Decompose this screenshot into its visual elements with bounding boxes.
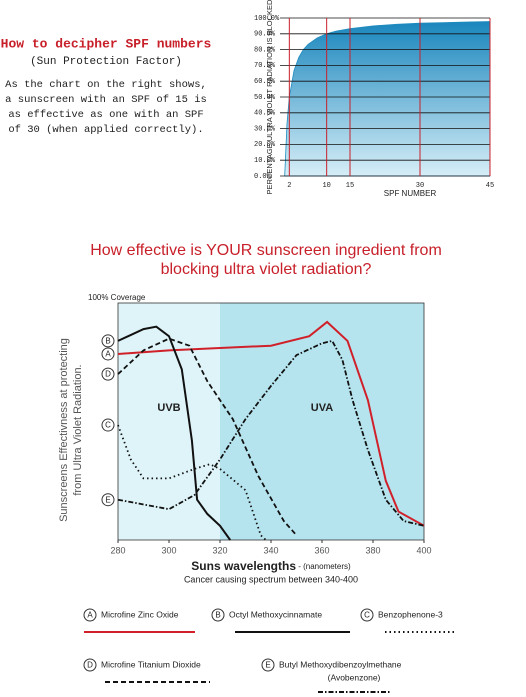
legend-marker (83, 658, 97, 672)
series-marker (101, 493, 115, 507)
legend-key: D (87, 661, 93, 670)
intro-line: a sunscreen with an SPF of 15 is (5, 94, 207, 106)
legend-label: Benzophenone-3 (378, 609, 443, 619)
x-tick-label: 280 (110, 545, 125, 555)
intro-line: of 30 (when applied correctly). (8, 124, 203, 136)
y-tick-label: 10.0% (254, 157, 276, 165)
intro-line: As the chart on the right shows, (5, 79, 207, 91)
y-tick-label: 60.0% (254, 78, 276, 86)
series-marker (101, 418, 115, 432)
legend-label: Butyl Methoxydibenzoylmethane (279, 659, 402, 669)
y-tick-label: 70.0% (254, 62, 276, 70)
series-line (117, 339, 425, 527)
y-tick-label: 20.0% (254, 141, 276, 149)
x-tick-label: 400 (416, 545, 431, 555)
x-axis-unit: - (nanometers) (296, 562, 351, 571)
series-line (117, 337, 298, 536)
annotation: 100% Coverage (88, 293, 146, 302)
x-tick-label: 360 (314, 545, 329, 555)
x-axis-title: Suns wavelengths (191, 559, 296, 573)
region (220, 303, 424, 540)
legend-marker (211, 608, 225, 622)
legend-marker (360, 608, 374, 622)
series-key: C (105, 421, 111, 430)
series-key: D (105, 370, 111, 379)
legend-marker (261, 658, 275, 672)
legend-marker (83, 608, 97, 622)
x-tick-label: 300 (161, 545, 176, 555)
legend-key: E (265, 661, 270, 670)
y-axis-label: Sunscreens Effectivness at protecting (58, 338, 70, 522)
intro-heading: How to decipher SPF numbers (1, 36, 212, 51)
series-marker (101, 347, 115, 361)
x-tick-label: 10 (322, 182, 330, 190)
region-label: UVA (311, 402, 333, 414)
x-tick-label: 320 (212, 545, 227, 555)
legend-key: C (364, 611, 370, 620)
y-axis-label: from Ultra Violet Radiation. (72, 364, 84, 495)
x-tick-label: 45 (486, 182, 494, 190)
x-axis-label: SPF NUMBER (384, 189, 437, 198)
y-tick-label: 50.0% (254, 94, 276, 102)
x-axis-label: Suns wavelengths - (nanometers) (191, 559, 351, 573)
x-tick-label: 15 (346, 182, 354, 190)
legend-key: B (215, 611, 220, 620)
intro-subheading: (Sun Protection Factor) (30, 56, 182, 68)
x-tick-label: 340 (263, 545, 278, 555)
y-tick-label: 80.0% (254, 46, 276, 54)
x-tick-label: 380 (365, 545, 380, 555)
series-marker (101, 367, 115, 381)
series-key: B (105, 337, 110, 346)
y-tick-label: 90.0% (254, 31, 276, 39)
series-key: E (105, 495, 110, 504)
series-marker (101, 334, 115, 348)
x-tick-label: 30 (416, 182, 424, 190)
x-tick-label: 2 (287, 182, 291, 190)
legend-label: (Avobenzone) (328, 672, 381, 682)
series-line (117, 320, 425, 527)
region (118, 303, 220, 540)
legend-label: Microfine Titanium Dioxide (101, 659, 201, 669)
area (284, 21, 491, 177)
y-tick-label: 100.0% (254, 15, 280, 23)
y-tick-label: 0.0% (254, 173, 272, 181)
series-key: A (105, 350, 111, 359)
series-line (117, 325, 232, 541)
title: How effective is YOUR sunscreen ingredie… (90, 242, 442, 259)
title: blocking ultra violet radiation? (161, 261, 372, 278)
y-axis-label: PERCENTAGE ULTRA VIOLET RADIATION IS BLO… (265, 0, 274, 194)
y-tick-label: 40.0% (254, 110, 276, 118)
intro-line: as effective as one with an SPF (8, 109, 203, 121)
legend-label: Microfine Zinc Oxide (101, 609, 179, 619)
y-tick-label: 30.0% (254, 125, 276, 133)
region-label: UVB (157, 402, 180, 414)
subtitle: Cancer causing spectrum between 340-400 (184, 574, 358, 584)
legend-key: A (87, 611, 93, 620)
legend-label: Octyl Methoxycinnamate (229, 609, 322, 619)
